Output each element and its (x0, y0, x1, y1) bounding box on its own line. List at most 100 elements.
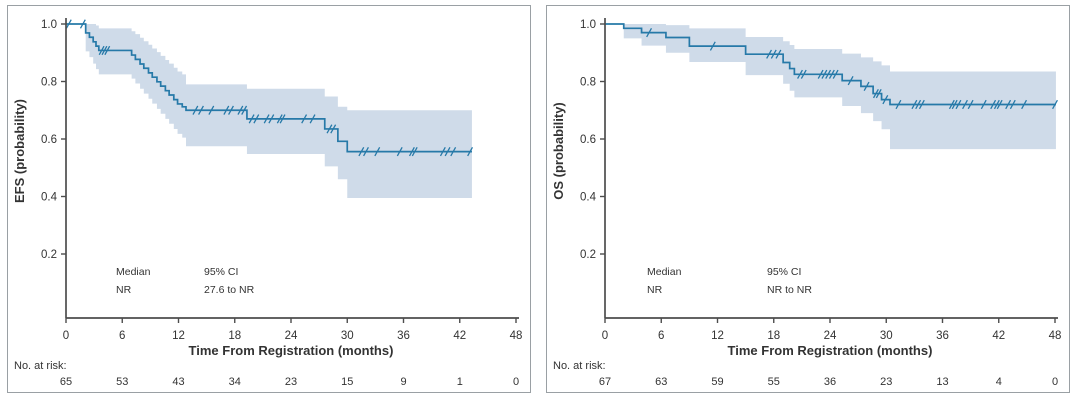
y-tick-label: 0.4 (41, 192, 58, 204)
y-tick-label: 0.2 (41, 249, 57, 261)
censor-tick (301, 114, 308, 124)
censor-tick (104, 45, 111, 56)
y-tick-label: 0.8 (41, 77, 57, 89)
censor-tick (775, 49, 782, 59)
censor-tick (828, 69, 835, 79)
censor-tick (980, 99, 987, 110)
median-value: NR (116, 284, 132, 296)
os-panel: 0.2 0.4 0.6 0.8 1.0 0 6 12 18 24 30 36 42 48 Time From… (546, 5, 1070, 393)
censor-tick (374, 147, 381, 157)
y-tick-label: 0.8 (580, 77, 596, 89)
median-label: Median (116, 266, 151, 278)
ci-label: 95% CI (204, 266, 238, 278)
at-risk-label: No. at risk: (553, 360, 606, 372)
x-tick-label: 12 (172, 330, 185, 342)
x-tick-label: 36 (936, 330, 949, 342)
y-tick-label: 0.2 (580, 249, 596, 261)
x-tick-label: 18 (228, 330, 241, 342)
censor-tick (330, 124, 337, 134)
censor-tick (223, 105, 230, 115)
censor-tick (241, 105, 248, 115)
censor-tick (990, 99, 997, 110)
censor-tick (993, 99, 1000, 110)
censor-tick (847, 76, 854, 86)
at-risk-count: 53 (116, 376, 128, 388)
censor-tick (882, 94, 889, 105)
x-tick-label: 18 (767, 330, 780, 342)
x-tick-label: 24 (824, 330, 837, 342)
at-risk-count: 34 (229, 376, 241, 388)
x-tick-label: 48 (510, 330, 523, 342)
at-risk-count: 23 (285, 376, 297, 388)
at-risk-count: 55 (768, 376, 780, 388)
censor-tick (766, 49, 773, 59)
at-risk-count: 4 (996, 376, 1002, 388)
censor-tick (444, 147, 451, 157)
x-tick-label: 0 (602, 330, 608, 342)
censor-tick (411, 147, 418, 157)
at-risk-count: 13 (936, 376, 948, 388)
censor-tick (962, 99, 968, 110)
censor-tick (918, 99, 925, 110)
censor-tick (948, 99, 955, 110)
ci-value: NR to NR (767, 284, 812, 296)
x-tick-label: 42 (453, 330, 466, 342)
censor-tick (326, 124, 333, 134)
at-risk-count: 0 (1052, 376, 1058, 388)
y-tick-label: 0.6 (580, 134, 596, 146)
censor-tick (1009, 99, 1016, 110)
censor-tick (825, 69, 832, 79)
censor-tick (253, 114, 260, 124)
y-tick-label: 1.0 (41, 19, 57, 31)
censor-tick (1052, 99, 1058, 110)
censor-tick (208, 105, 215, 115)
ci-label: 95% CI (767, 266, 801, 278)
at-risk-count: 36 (824, 376, 836, 388)
censor-tick (408, 147, 415, 157)
x-axis-title: Time From Registration (months) (189, 343, 394, 358)
censor-tick (228, 105, 234, 115)
x-tick-label: 24 (285, 330, 298, 342)
censor-tick (1021, 99, 1028, 110)
x-tick-label: 6 (119, 330, 125, 342)
censor-tick (817, 69, 824, 79)
censor-tick (955, 99, 962, 110)
censor-tick (863, 81, 870, 92)
y-axis-title: OS (probability) (551, 102, 566, 200)
x-tick-label: 30 (880, 330, 893, 342)
censor-tick (1005, 99, 1012, 110)
km-curve (605, 23, 1056, 106)
censor-tick (646, 28, 653, 38)
x-axis-title: Time From Registration (months) (728, 343, 933, 358)
censor-tick (911, 99, 918, 110)
censor-tick (915, 99, 922, 110)
at-risk-count: 0 (513, 376, 519, 388)
censor-tick (800, 69, 807, 79)
x-tick-label: 36 (397, 330, 410, 342)
x-tick-label: 6 (658, 330, 664, 342)
censor-tick (797, 69, 803, 79)
censor-tick (198, 105, 204, 115)
ci-band (85, 24, 472, 198)
censor-tick (98, 45, 105, 56)
censor-tick (279, 114, 286, 124)
x-tick-label: 0 (63, 330, 69, 342)
censor-tick (996, 99, 1003, 110)
median-label: Median (647, 266, 682, 278)
censor-tick (263, 114, 270, 124)
censor-tick (967, 99, 974, 110)
censor-tick (65, 19, 72, 29)
efs-panel: 0.2 0.4 0.6 0.8 1.0 0 6 12 18 24 30 36 42 48 Time From… (7, 5, 531, 393)
x-tick-label: 42 (992, 330, 1005, 342)
censor-tick (439, 147, 446, 157)
censor-tick (268, 114, 275, 124)
censor-tick (450, 147, 457, 157)
censor-tick (396, 147, 403, 157)
censor-tick (832, 69, 839, 79)
censor-tick (248, 114, 255, 124)
at-risk-count: 43 (172, 376, 184, 388)
at-risk-count: 1 (457, 376, 463, 388)
censor-tick (192, 105, 199, 115)
censor-tick (276, 114, 283, 124)
censor-tick (951, 99, 958, 110)
